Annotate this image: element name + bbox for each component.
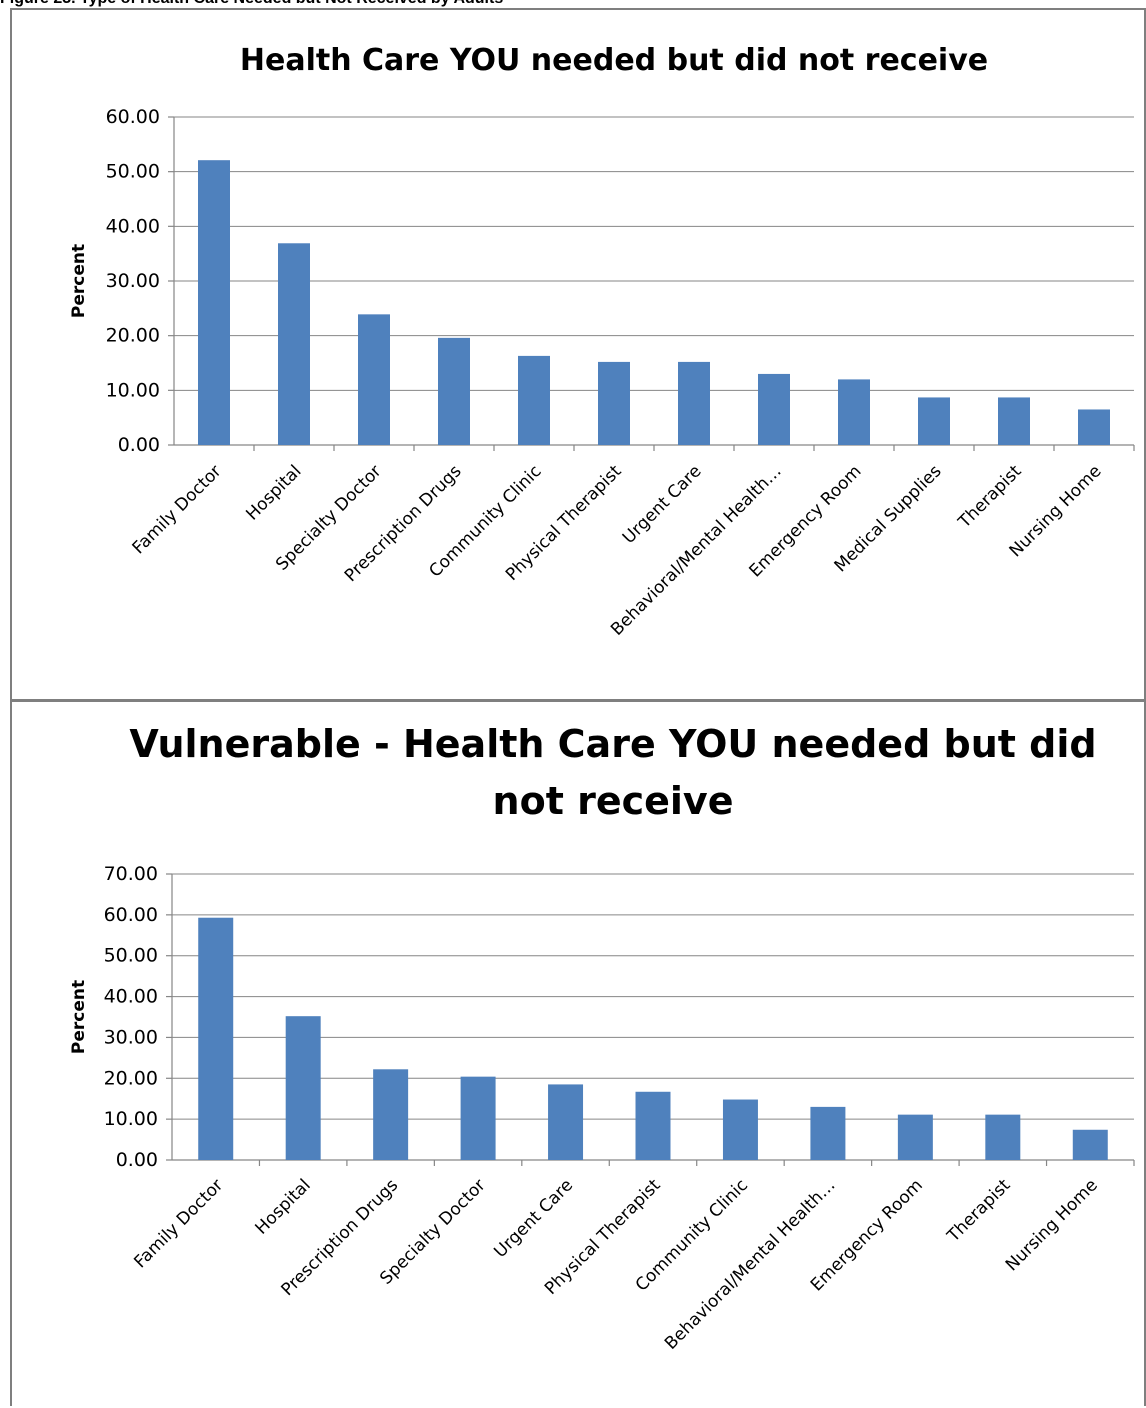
bar	[598, 361, 630, 445]
chart-title: Health Care YOU needed but did not recei…	[240, 43, 988, 78]
y-tick-label: 30.00	[106, 270, 160, 292]
x-tick-label: Therapist	[954, 461, 1026, 533]
bar	[918, 397, 950, 445]
y-tick-label: 40.00	[104, 986, 158, 1008]
bar	[838, 379, 870, 445]
x-tick-label: Behavioral/Mental Health…	[661, 1175, 839, 1353]
y-tick-label: 60.00	[104, 904, 158, 926]
bar	[998, 397, 1030, 445]
y-tick-label: 10.00	[106, 379, 160, 401]
chart-panel-2: Vulnerable - Health Care YOU needed but …	[10, 700, 1146, 1406]
y-tick-label: 0.00	[116, 1149, 158, 1171]
bar	[358, 314, 390, 445]
chart-title: not receive	[493, 779, 734, 823]
y-tick-label: 30.00	[104, 1026, 158, 1048]
chart-panel-1: Health Care YOU needed but did not recei…	[10, 8, 1146, 701]
bar	[985, 1114, 1021, 1160]
bar	[438, 337, 470, 445]
bar	[198, 160, 230, 446]
y-tick-label: 10.00	[104, 1108, 158, 1130]
bar	[722, 1099, 758, 1160]
bar	[810, 1106, 846, 1160]
bar	[678, 361, 710, 445]
y-tick-label: 50.00	[106, 161, 160, 183]
bar	[373, 1069, 409, 1160]
x-tick-label: Hospital	[252, 1175, 315, 1238]
bar	[897, 1114, 933, 1160]
y-tick-label: 20.00	[104, 1067, 158, 1089]
bar	[548, 1084, 584, 1160]
y-tick-label: 70.00	[104, 863, 158, 885]
chart-2: Vulnerable - Health Care YOU needed but …	[69, 722, 1135, 1354]
y-tick-label: 50.00	[104, 945, 158, 967]
chart-title: Vulnerable - Health Care YOU needed but …	[129, 722, 1096, 766]
x-tick-label: Family Doctor	[130, 1175, 227, 1272]
bar	[635, 1091, 671, 1160]
bar	[278, 243, 310, 445]
figure-caption: Figure 23. Type of Health Care Needed bu…	[0, 0, 503, 8]
bar	[198, 917, 234, 1160]
y-tick-label: 20.00	[106, 325, 160, 347]
x-tick-label: Urgent Care	[490, 1175, 577, 1262]
y-tick-label: 0.00	[118, 434, 160, 456]
x-tick-label: Family Doctor	[129, 461, 226, 558]
chart-1: Health Care YOU needed but did not recei…	[69, 43, 1135, 640]
bar	[518, 355, 550, 445]
bar	[285, 1016, 321, 1160]
x-tick-label: Therapist	[943, 1175, 1015, 1247]
y-tick-label: 60.00	[106, 106, 160, 128]
bar	[758, 373, 790, 445]
x-tick-label: Nursing Home	[1002, 1175, 1102, 1275]
x-tick-label: Behavioral/Mental Health…	[607, 461, 785, 639]
y-axis-label: Percent	[69, 244, 89, 318]
bar	[1078, 409, 1110, 445]
bar	[1072, 1129, 1108, 1160]
y-axis-label: Percent	[69, 980, 89, 1054]
y-tick-label: 40.00	[106, 215, 160, 237]
bar	[460, 1076, 496, 1160]
x-tick-label: Urgent Care	[619, 461, 706, 548]
x-tick-label: Hospital	[242, 461, 305, 524]
